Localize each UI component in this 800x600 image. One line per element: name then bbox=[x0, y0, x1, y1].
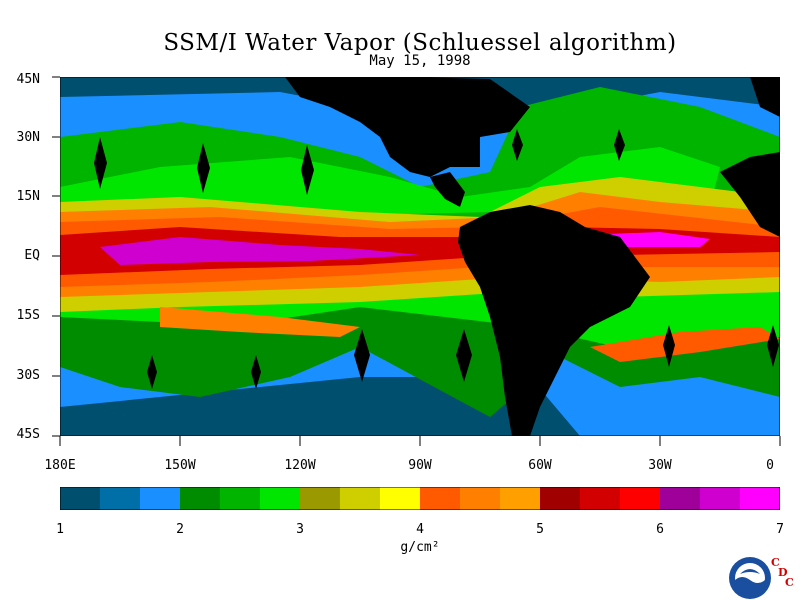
water-vapor-map bbox=[60, 77, 780, 436]
swath-gap bbox=[767, 325, 779, 367]
swath-gap bbox=[614, 129, 625, 161]
lon-label: 90W bbox=[408, 458, 432, 473]
colorbar-tick: 5 bbox=[536, 522, 544, 537]
colorbar-swatch bbox=[740, 487, 780, 510]
colorbar-swatch bbox=[300, 487, 341, 510]
colorbar-swatch bbox=[460, 487, 501, 510]
lat-label: 45N bbox=[16, 72, 40, 87]
colorbar-swatch bbox=[140, 487, 181, 510]
colorbar-swatch bbox=[340, 487, 381, 510]
colorbar-swatch bbox=[420, 487, 461, 510]
colorbar-swatch bbox=[260, 487, 301, 510]
colorbar-swatch bbox=[580, 487, 621, 510]
swath-gap bbox=[456, 329, 472, 382]
colorbar-swatch bbox=[500, 487, 541, 510]
colorbar-tick: 4 bbox=[416, 522, 424, 537]
south-america-land bbox=[458, 205, 650, 436]
colorbar-swatch bbox=[180, 487, 221, 510]
lon-label: 150W bbox=[164, 458, 196, 473]
swath-gap bbox=[512, 129, 523, 161]
lat-label: 45S bbox=[16, 427, 40, 442]
swath-gap bbox=[94, 137, 107, 189]
swath-gap bbox=[663, 325, 675, 367]
south-atlantic-red bbox=[590, 327, 780, 362]
swath-gap bbox=[354, 329, 370, 382]
map-title: SSM/I Water Vapor (Schluessel algorithm) bbox=[163, 30, 677, 56]
noaa-logo bbox=[729, 557, 771, 599]
colorbar-tick: 3 bbox=[296, 522, 304, 537]
colorbar-swatch bbox=[540, 487, 581, 510]
greenland-europe-africa-land bbox=[720, 152, 780, 237]
colorbar-tick: 1 bbox=[56, 522, 64, 537]
lon-label: 30W bbox=[648, 458, 672, 473]
colorbar-tick: 6 bbox=[656, 522, 664, 537]
colorbar-swatch bbox=[220, 487, 261, 510]
colorbar-swatch bbox=[380, 487, 421, 510]
lon-label: 60W bbox=[528, 458, 552, 473]
lon-label: 120W bbox=[284, 458, 316, 473]
swath-gap bbox=[147, 355, 157, 389]
europe-land bbox=[750, 77, 780, 117]
lat-label: EQ bbox=[24, 248, 40, 263]
colorbar-units: g/cm² bbox=[400, 540, 440, 555]
lat-label: 15N bbox=[16, 189, 40, 204]
colorbar-swatch bbox=[60, 487, 101, 510]
lon-label: 180E bbox=[44, 458, 76, 473]
colorbar-tick: 7 bbox=[776, 522, 784, 537]
lat-label: 30S bbox=[16, 368, 40, 383]
central-america-land bbox=[430, 172, 465, 207]
colorbar-tick: 2 bbox=[176, 522, 184, 537]
swath-gap bbox=[251, 355, 261, 389]
colorbar bbox=[60, 487, 780, 510]
swath-gap bbox=[301, 145, 314, 195]
map-date: May 15, 1998 bbox=[369, 53, 471, 69]
colorbar-swatch bbox=[700, 487, 741, 510]
lat-label: 30N bbox=[16, 130, 40, 145]
north-america-land bbox=[285, 77, 530, 177]
colorbar-swatch bbox=[620, 487, 661, 510]
itcz-magenta-core bbox=[100, 237, 420, 265]
south-pacific-orange bbox=[160, 307, 360, 337]
swath-gap bbox=[197, 143, 210, 193]
lat-label: 15S bbox=[16, 308, 40, 323]
colorbar-swatch bbox=[660, 487, 701, 510]
cdc-logo: C D C bbox=[771, 556, 794, 589]
lon-label: 0 bbox=[766, 458, 774, 473]
colorbar-swatch bbox=[100, 487, 141, 510]
